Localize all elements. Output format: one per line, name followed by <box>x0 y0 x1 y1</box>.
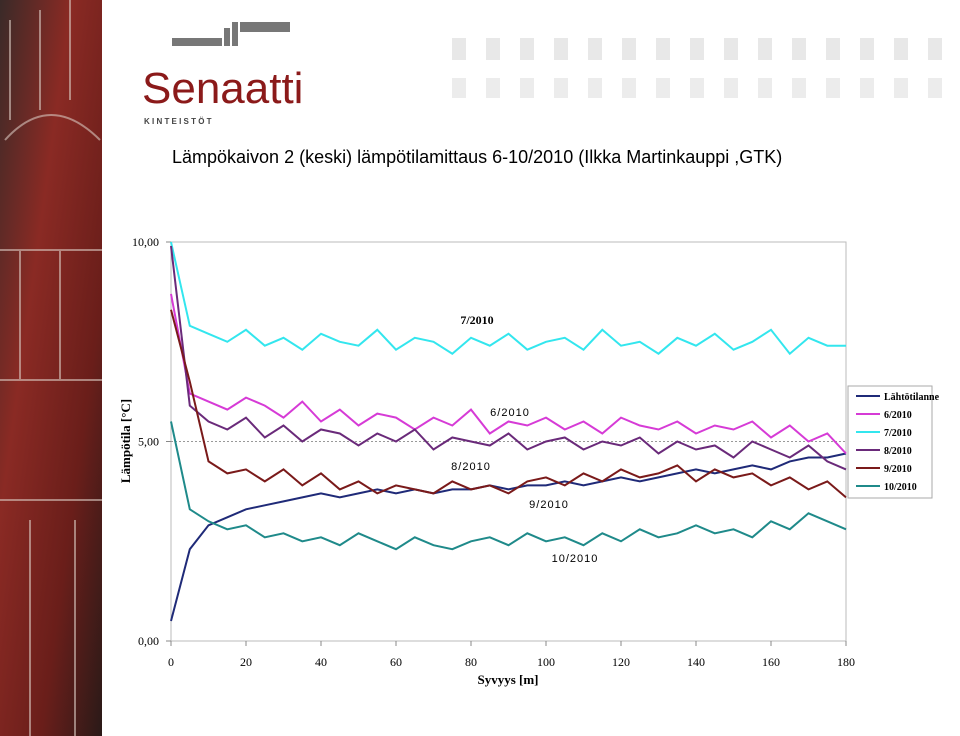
deco-square <box>622 78 636 98</box>
series-line <box>170 421 847 551</box>
deco-square <box>724 78 738 98</box>
deco-square <box>826 38 840 60</box>
x-tick-label: 40 <box>315 655 327 669</box>
series-line <box>170 309 847 499</box>
x-tick-label: 140 <box>687 655 705 669</box>
x-tick-label: 120 <box>612 655 630 669</box>
series-line <box>170 245 847 471</box>
series-line <box>170 241 846 356</box>
y-tick-label: 10,00 <box>132 235 159 249</box>
deco-square <box>894 78 908 98</box>
x-tick-label: 100 <box>537 655 555 669</box>
x-tick-label: 160 <box>762 655 780 669</box>
legend-label: Lähtötilanne <box>884 392 940 403</box>
deco-square <box>520 78 534 98</box>
deco-square <box>656 38 670 60</box>
deco-square <box>588 38 602 60</box>
series-line <box>170 452 847 622</box>
deco-square <box>520 38 534 60</box>
annotation: 8/2010 <box>451 461 491 473</box>
y-tick-label: 0,00 <box>138 634 159 648</box>
deco-square <box>554 78 568 98</box>
deco-square <box>724 38 738 60</box>
deco-square <box>486 38 500 60</box>
deco-square <box>826 78 840 98</box>
x-tick-label: 60 <box>390 655 402 669</box>
deco-square <box>690 78 704 98</box>
deco-square <box>656 78 670 98</box>
deco-square <box>452 38 466 60</box>
deco-square <box>622 38 636 60</box>
deco-square <box>894 38 908 60</box>
deco-square <box>758 78 772 98</box>
deco-square <box>792 38 806 60</box>
deco-square <box>860 78 874 98</box>
x-tick-label: 20 <box>240 655 252 669</box>
legend-label: 6/2010 <box>884 410 912 421</box>
deco-square <box>690 38 704 60</box>
deco-square <box>588 78 602 98</box>
series-line <box>170 293 847 455</box>
logo-sub: K I N T E I S T Ö T <box>144 117 212 126</box>
y-axis-label: Lämpötila [°C] <box>118 399 133 483</box>
side-image <box>0 0 102 736</box>
x-axis-label: Syvyys [m] <box>477 672 538 687</box>
annotation: 9/2010 <box>529 499 569 511</box>
legend-label: 7/2010 <box>884 428 912 439</box>
logo-bars <box>172 22 290 46</box>
deco-square <box>860 38 874 60</box>
annotation: 7/2010 <box>460 313 493 327</box>
deco-square <box>758 38 772 60</box>
deco-square <box>928 78 942 98</box>
annotation: 6/2010 <box>490 407 530 419</box>
x-tick-label: 80 <box>465 655 477 669</box>
legend-label: 8/2010 <box>884 446 912 457</box>
legend-label: 9/2010 <box>884 464 912 475</box>
logo-name: Senaatti <box>142 64 303 113</box>
deco-square <box>792 78 806 98</box>
legend-box <box>847 385 933 499</box>
deco-square <box>554 38 568 60</box>
deco-square <box>452 78 466 98</box>
side-image-detail <box>0 0 102 736</box>
annotation: 10/2010 <box>552 553 599 565</box>
legend-label: 10/2010 <box>884 482 917 493</box>
slide-title: Lämpökaivon 2 (keski) lämpötilamittaus 6… <box>172 147 782 167</box>
header-decoration <box>452 38 942 98</box>
deco-square <box>486 78 500 98</box>
x-tick-label: 0 <box>168 655 174 669</box>
x-tick-label: 180 <box>837 655 855 669</box>
y-tick-label: 5,00 <box>138 435 159 449</box>
deco-square <box>928 38 942 60</box>
